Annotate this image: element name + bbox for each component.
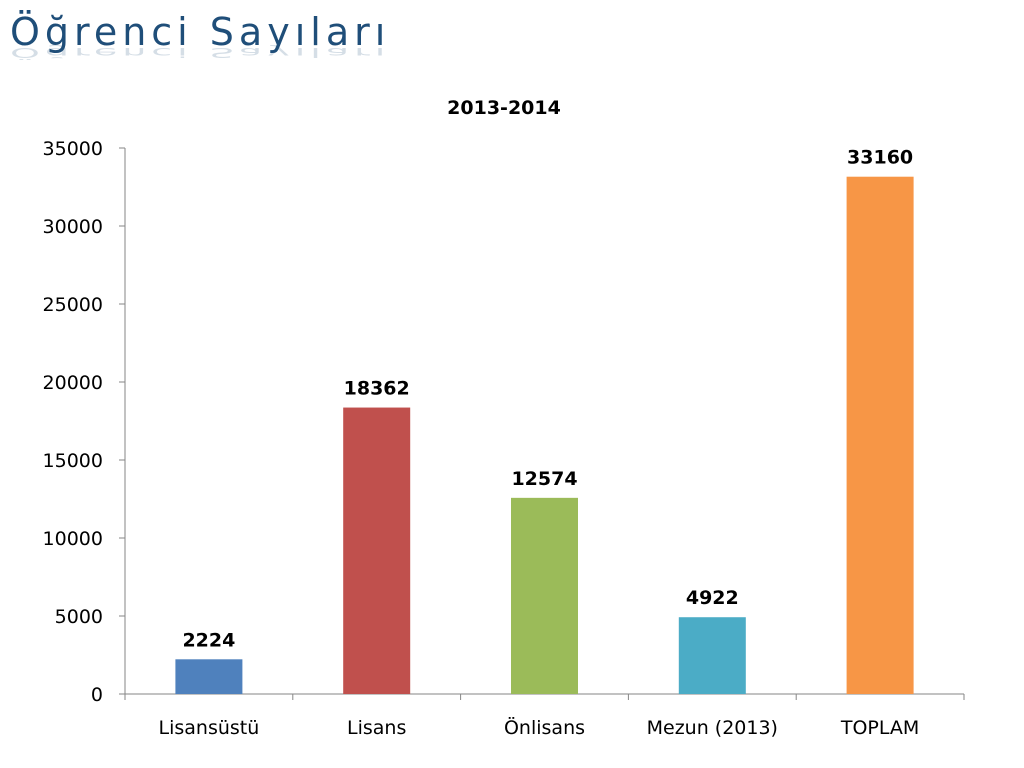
bar [846,176,914,695]
data-label: 33160 [847,147,913,169]
chart-data-labels: 2224 18362 12574 4922 33160 [182,147,913,652]
x-tick-label: TOPLAM [840,717,919,739]
chart-title: 2013-2014 [447,97,561,119]
data-label: 2224 [182,629,235,651]
y-tick-label: 10000 [43,528,103,550]
data-label: 12574 [511,468,577,490]
chart-bars [175,176,914,695]
bar [343,407,411,694]
y-tick-label: 30000 [43,216,103,238]
y-tick-label: 0 [91,684,103,706]
x-tick-label: Mezun (2013) [647,717,778,739]
data-label: 18362 [344,378,410,400]
bar [678,617,746,694]
x-tick-label: Lisans [347,717,406,739]
page-title: Öğrenci Sayıları [10,10,391,54]
bar [511,497,578,694]
y-tick-label: 15000 [43,450,103,472]
y-tick-label: 5000 [55,606,103,628]
y-tick-label: 20000 [43,372,103,394]
bar [175,659,243,694]
data-label: 4922 [686,587,739,609]
y-tick-label: 25000 [43,294,103,316]
chart-axes: 0 5000 10000 15000 20000 25000 30000 35000 Lisan… [43,138,965,739]
x-tick-label: Lisansüstü [159,717,260,739]
y-tick-label: 35000 [43,138,103,160]
x-tick-label: Önlisans [504,716,585,739]
